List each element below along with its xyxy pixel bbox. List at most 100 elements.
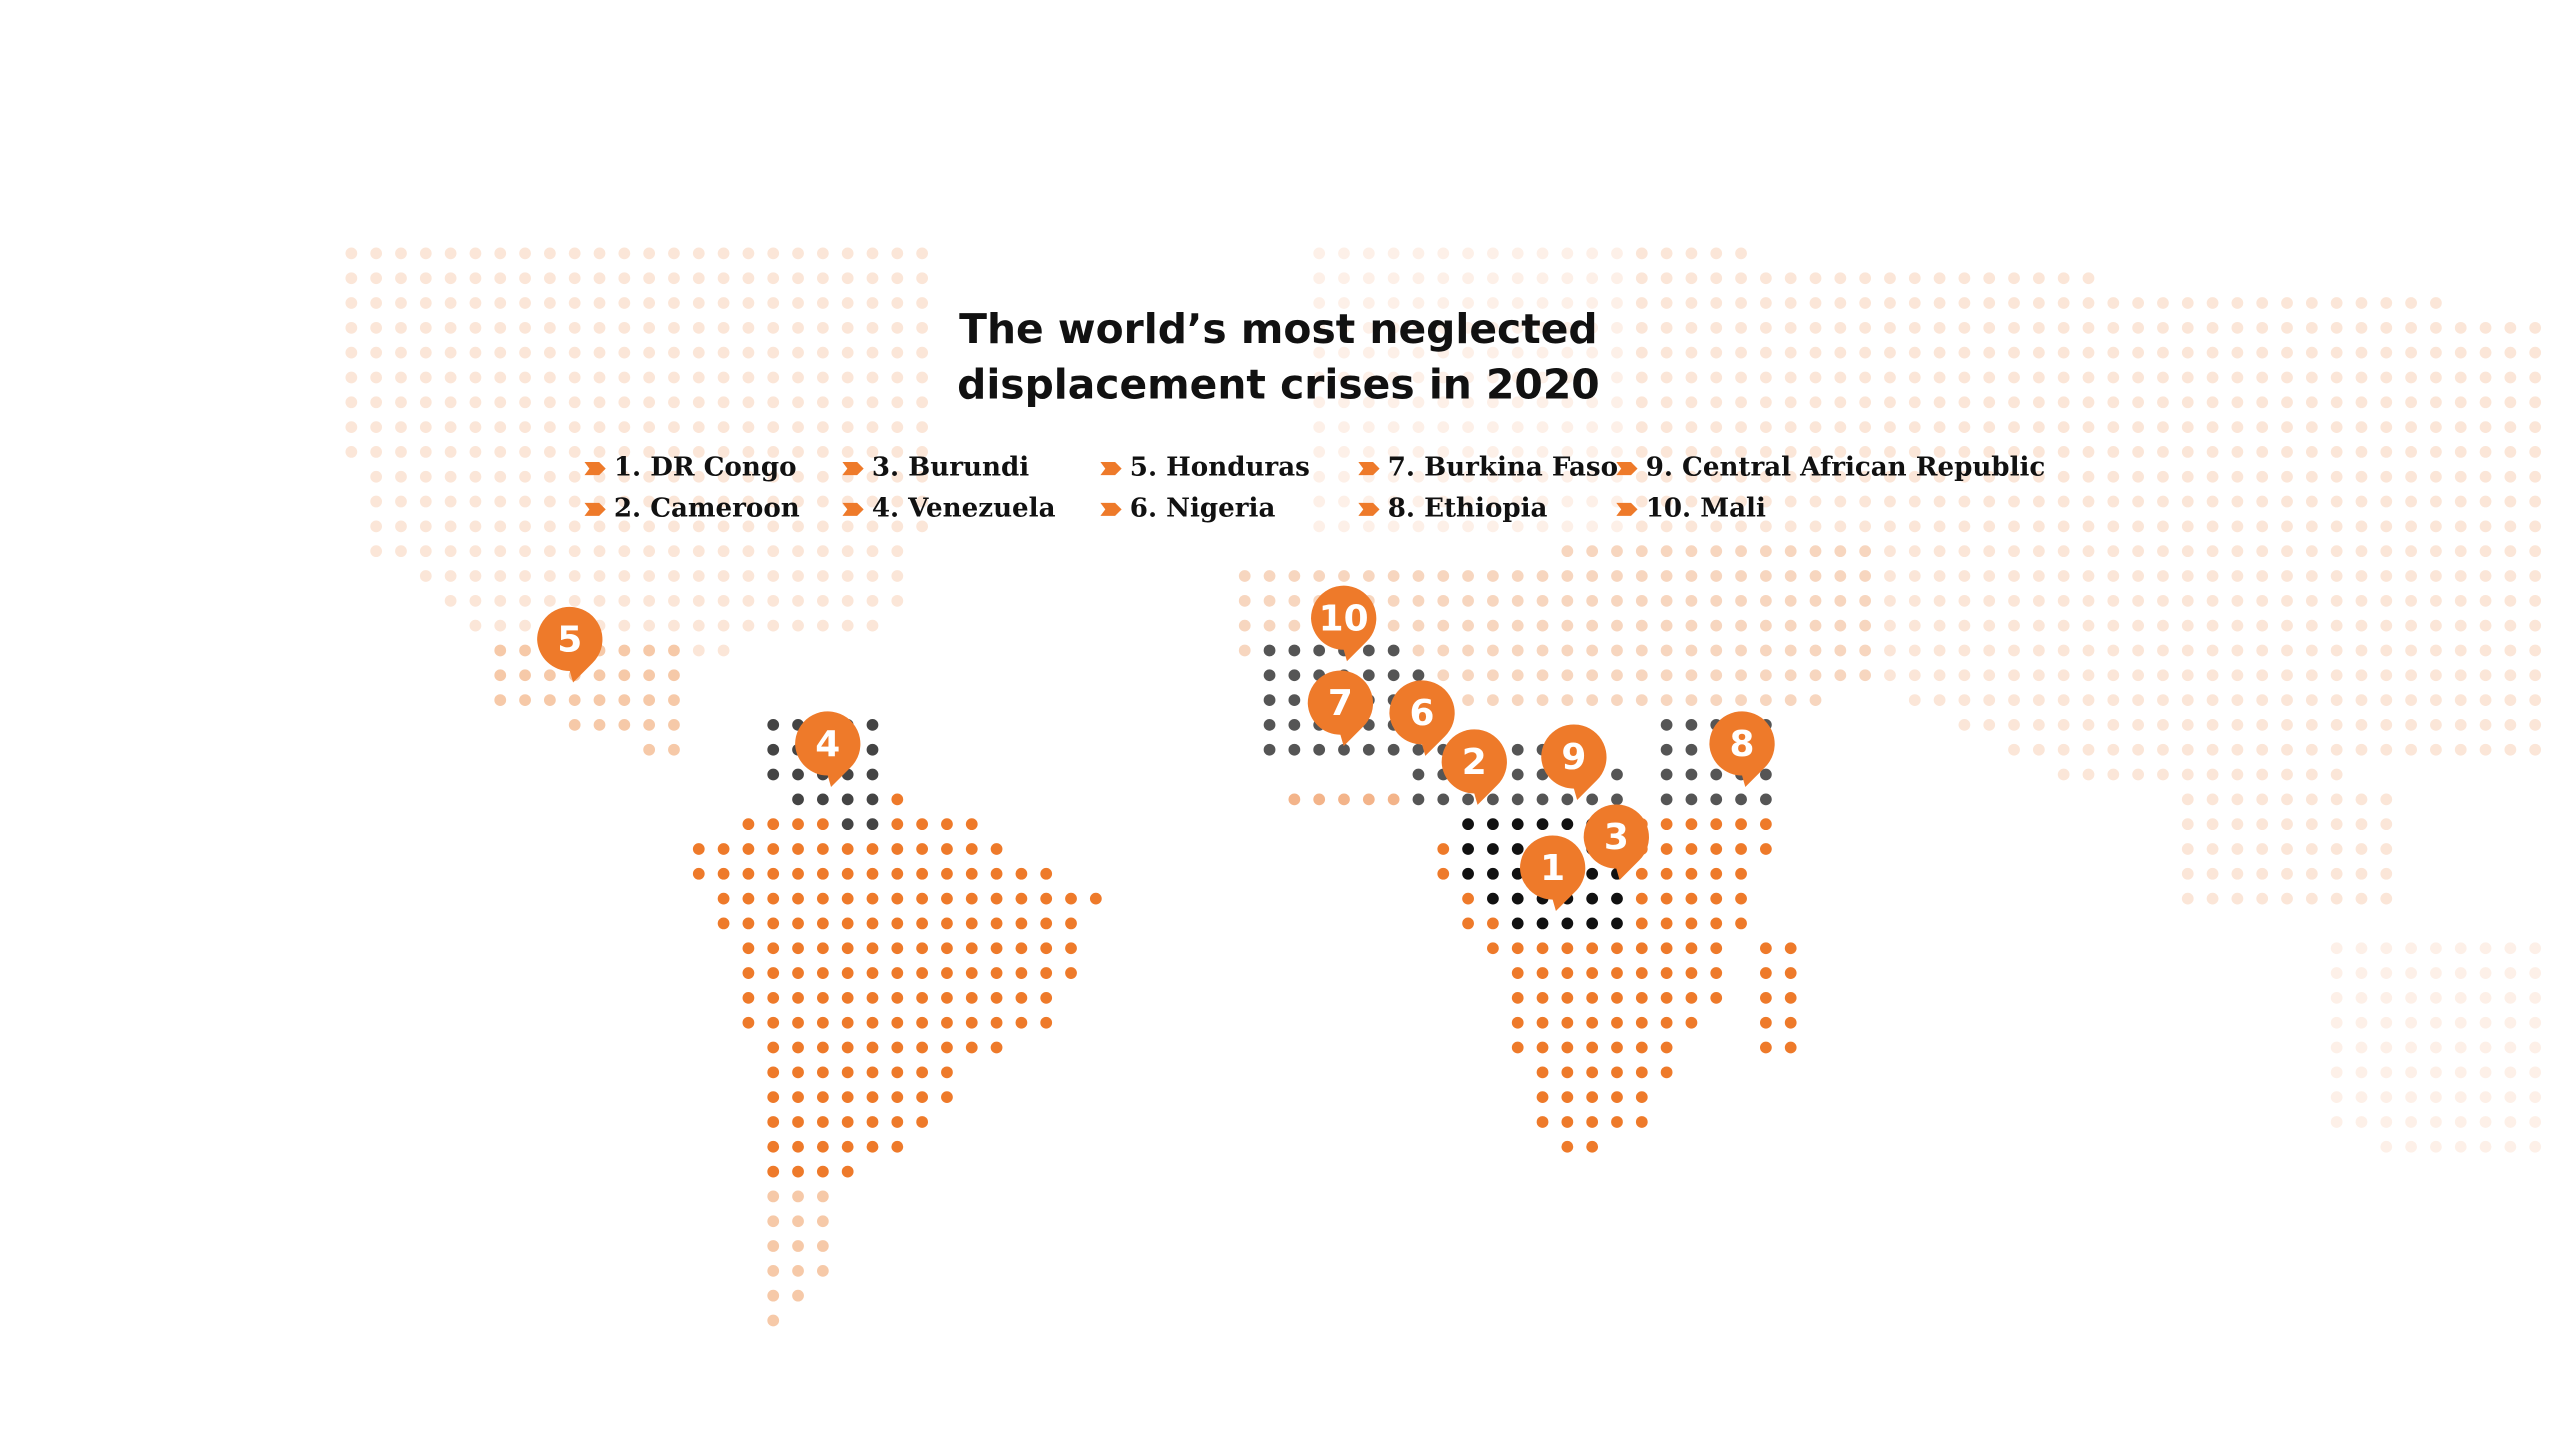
map-dot [2032,594,2045,607]
map-dot [618,545,631,558]
map-dot [2231,793,2244,806]
map-dot [1660,495,1673,508]
map-dot [419,470,432,483]
pin-marker [1709,711,1775,787]
map-dot [2281,867,2293,880]
map-dot [941,1016,953,1029]
map-dot [1462,818,1474,831]
map-dot [1958,570,1971,582]
map-dot [395,446,407,458]
map-dot [1511,942,1524,955]
map-dot [816,818,829,831]
map-dot [1015,967,1028,979]
map-dot [742,942,755,955]
map-dot [1635,992,1648,1004]
map-dot [2206,570,2219,582]
map-dot [444,346,457,359]
map-dot [1784,992,1797,1004]
map-dot [1859,570,1872,582]
map-dot [866,1116,879,1128]
map-dot [2330,719,2343,731]
map-dot [618,694,631,706]
map-dot [2305,867,2318,880]
map-dot [1958,545,1971,558]
map-dot [1685,719,1698,731]
map-dot [866,942,879,955]
map-dot [1710,793,1723,806]
map-dot [593,297,606,309]
map-dot [2256,371,2269,384]
map-dot [494,594,507,607]
map-dot [941,892,953,905]
map-dot [2355,470,2368,483]
map-dot [2107,321,2120,334]
map-dot [2032,495,2045,508]
map-dot [1313,396,1326,409]
map-dot [1685,669,1698,682]
map-dot [767,1116,780,1128]
map-dot [1760,272,1772,285]
map-dot [1263,743,1276,756]
map-dot [1586,942,1599,955]
map-dot [2181,694,2194,706]
map-dot [1015,892,1028,905]
map-dot [2529,594,2542,607]
map-dot [544,297,556,309]
map-dot [2504,1041,2517,1054]
map-dot [1536,818,1549,831]
map-dot [941,843,953,855]
map-dot [742,371,755,384]
map-dot [816,843,829,855]
map-dot [1710,297,1723,309]
map-dot [692,520,705,533]
map-dot [568,495,581,508]
map-dot [444,321,457,334]
map-dot [1536,495,1549,508]
map-dot [1313,470,1326,483]
map-dot [1635,1116,1648,1128]
map-dot [2181,545,2194,558]
map-dot [1760,371,1772,384]
map-dot [1983,470,1996,483]
map-dot [2181,644,2194,657]
map-dot [891,793,904,806]
map-dot [544,694,556,706]
map-dot [866,917,879,930]
map-dot [2231,768,2244,781]
map-dot [668,545,680,558]
map-dot [767,1016,780,1029]
map-dot [2380,694,2393,706]
map-dot [1859,669,1872,682]
map-dot [2057,421,2070,433]
map-dot [841,321,854,334]
map-dot [1288,743,1301,756]
map-dot [767,1091,780,1104]
map-dot [1685,644,1698,657]
map-dot [1288,594,1301,607]
map-dot [1834,669,1847,682]
map-dot [494,446,507,458]
map-dot [643,421,656,433]
map-dot [841,297,854,309]
map-dot [1884,371,1896,384]
map-dot [395,421,407,433]
map-dot [2454,1041,2467,1054]
map-dot [816,446,829,458]
map-dot [544,371,556,384]
map-dot [2305,892,2318,905]
map-dot [1859,346,1872,359]
map-dot [1412,570,1425,582]
map-dot [692,272,705,285]
map-dot [916,1016,929,1029]
map-dot [1635,272,1648,285]
map-dot [2479,446,2492,458]
map-dot [692,619,705,632]
map-dot [2454,1140,2467,1153]
map-dot [1660,867,1673,880]
map-dot [1561,247,1574,260]
map-dot [1834,520,1847,533]
map-dot [841,942,854,955]
map-dot [643,619,656,632]
map-dot [2479,1016,2492,1029]
map-dot [1660,570,1673,582]
